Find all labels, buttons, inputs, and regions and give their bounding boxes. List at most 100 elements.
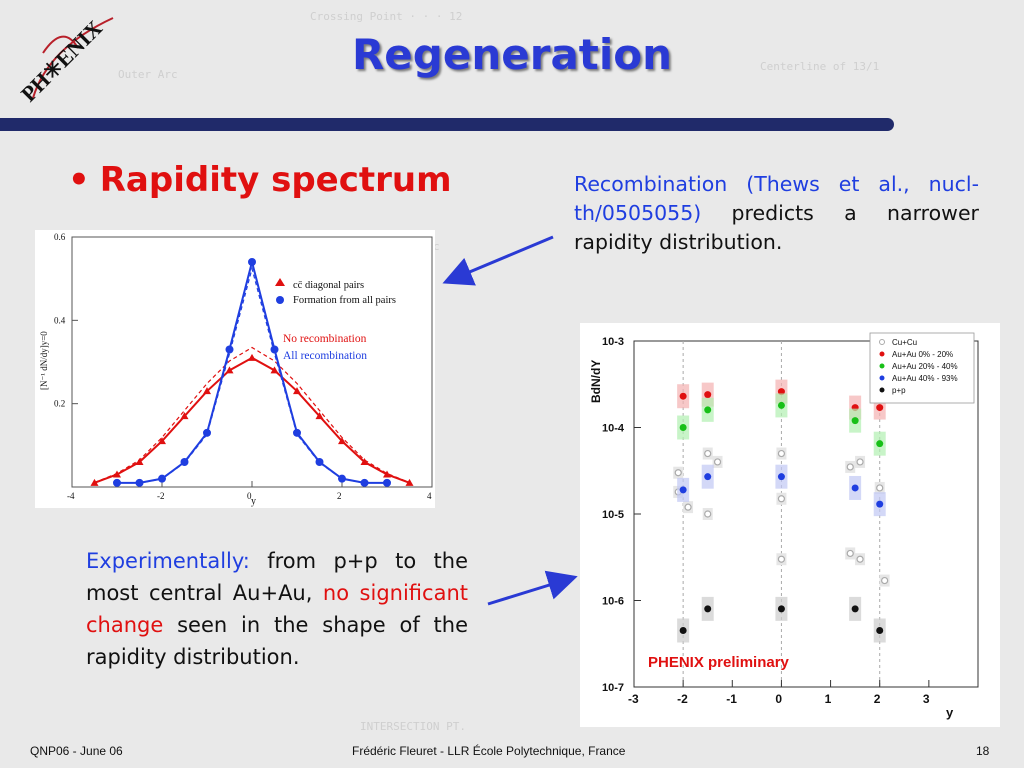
theory-point-circle	[135, 478, 144, 487]
data-point-cucu	[704, 449, 712, 458]
bullet-dot: •	[68, 160, 90, 200]
footer-author: Frédéric Fleuret - LLR École Polytechniq…	[352, 744, 626, 758]
data-point-cucu	[777, 555, 786, 563]
data-point-cucu	[704, 510, 712, 518]
data-legend-marker	[879, 339, 885, 345]
arrow-to-data-chart	[487, 570, 578, 606]
data-y-tick-label: 10-3	[602, 336, 624, 348]
data-point	[777, 605, 785, 613]
theory-point-circle	[293, 428, 301, 437]
data-point	[679, 626, 687, 634]
legend-entry-diagonal: cc̄ diagonal pairs	[293, 280, 364, 291]
recombination-rest: predicts a narrower rapidity distributio…	[574, 201, 979, 254]
theory-point-triangle	[293, 387, 301, 395]
data-point	[777, 473, 785, 481]
data-point	[679, 392, 687, 400]
theory-point-circle	[158, 474, 166, 483]
theory-point-circle	[113, 478, 121, 487]
data-point	[704, 605, 712, 613]
theory-x-axis-label: y	[251, 496, 256, 507]
data-legend-entry: Au+Au 0% - 20%	[892, 350, 953, 359]
theory-point-triangle	[338, 437, 346, 445]
data-y-tick-label: 10-4	[602, 423, 625, 435]
slide-title: Regeneration	[351, 30, 673, 79]
data-x-tick-label: 3	[923, 692, 930, 706]
phenix-preliminary-label: PHENIX preliminary	[648, 654, 790, 671]
bg-text: Centerline of 13/1	[760, 60, 880, 73]
data-legend-entry: Au+Au 40% - 93%	[892, 374, 958, 383]
experiment-middle: from p+p to the most central Au+Au,	[86, 549, 468, 605]
phenix-data-chart-svg: -3 -2 -1 0 1 2 3 10-7 10-6 10-5 10-4 10-3 Cu+Cu Au+A…	[589, 332, 979, 720]
experiment-rest: seen in the shape of the rapidity distri…	[86, 613, 468, 669]
data-y-tick-label: 10-7	[602, 682, 624, 694]
theory-point-triangle	[90, 478, 99, 486]
data-legend-marker	[879, 363, 885, 369]
theory-chart-svg: -4 -2 0 2 4 0.2 0.4 0.6 cc̄ diagonal pairs Form…	[39, 232, 433, 507]
theory-x-tick-label: 4	[427, 491, 432, 501]
legend-marker-circle	[276, 296, 284, 304]
theory-x-tick-label: 0	[247, 491, 252, 501]
annotation-no-recombination: No recombination	[283, 333, 367, 345]
title-bar-left	[0, 118, 80, 131]
theory-y-axis-label: [N⁻¹ dN/dy]y=0	[39, 331, 49, 390]
data-point-cucu	[881, 576, 889, 585]
recombination-lead: Recombination (Thews et al., nucl-th/050…	[574, 172, 979, 225]
bullet-text: Rapidity spectrum	[99, 160, 452, 200]
data-point	[876, 500, 884, 508]
theory-plot-frame	[71, 236, 433, 488]
data-point-cucu	[846, 549, 854, 558]
data-y-tick-label: 10-6	[602, 596, 624, 608]
experiment-text: Experimentally: from p+p to the most cen…	[86, 545, 468, 673]
experiment-highlight: no significant change	[86, 581, 468, 637]
data-point-cucu	[713, 458, 722, 466]
data-point-cucu	[777, 449, 786, 458]
data-y-tick-label: 10-5	[602, 509, 624, 521]
theory-point-circle	[248, 258, 256, 266]
data-legend-marker	[879, 387, 885, 393]
data-legend-entry: Cu+Cu	[892, 338, 917, 347]
data-legend-marker	[879, 351, 885, 357]
data-x-tick-label: 0	[775, 692, 782, 706]
theory-point-triangle	[383, 470, 391, 478]
theory-point-circle	[225, 345, 234, 354]
theory-point-triangle	[360, 458, 369, 465]
data-point-cucu	[876, 484, 884, 492]
data-x-axis-label: y	[946, 705, 954, 720]
data-point-cucu	[846, 463, 854, 471]
theory-point-circle	[203, 428, 211, 437]
data-point	[876, 404, 884, 412]
legend-entry-formation: Formation from all pairs	[293, 295, 396, 306]
theory-point-circle	[180, 458, 189, 466]
phenix-logo: PH✳ENIX	[18, 15, 114, 107]
data-legend-entry: Au+Au 20% - 40%	[892, 362, 958, 371]
theory-point-triangle	[135, 458, 144, 465]
theory-series-band	[94, 346, 410, 484]
data-legend-marker	[879, 375, 885, 381]
theory-point-triangle	[180, 412, 189, 420]
data-legend-box	[869, 332, 975, 404]
footer-conference: QNP06 - June 06	[30, 744, 123, 758]
data-legend-entry: p+p	[892, 386, 906, 395]
data-legend: Cu+Cu Au+Au 0% - 20% Au+Au 20% - 40% Au+Au …	[869, 332, 975, 404]
theory-x-tick-label: 2	[337, 491, 342, 501]
theory-y-tick-label: 0.4	[54, 315, 66, 325]
data-x-tick-label: -1	[726, 692, 737, 706]
theory-point-triangle	[248, 353, 256, 361]
data-point	[777, 401, 785, 409]
theory-point-triangle	[203, 387, 211, 395]
data-point-cucu	[777, 495, 786, 503]
title-bar	[72, 118, 894, 131]
theory-x-tick-label: -2	[157, 491, 165, 501]
theory-point-triangle	[270, 366, 279, 374]
legend-marker-triangle	[275, 278, 285, 286]
data-x-tick-label: -2	[677, 692, 688, 706]
theory-point-triangle	[113, 470, 121, 478]
data-point-cucu	[674, 469, 682, 477]
data-x-tick-label: -3	[628, 692, 639, 706]
theory-point-circle	[315, 458, 324, 466]
data-y-axis-label: BdN/dY	[589, 360, 603, 403]
data-point	[851, 605, 859, 613]
bg-text: Outer Arc	[118, 68, 178, 81]
annotation-all-recombination: All recombination	[283, 350, 367, 362]
data-point	[679, 424, 687, 431]
